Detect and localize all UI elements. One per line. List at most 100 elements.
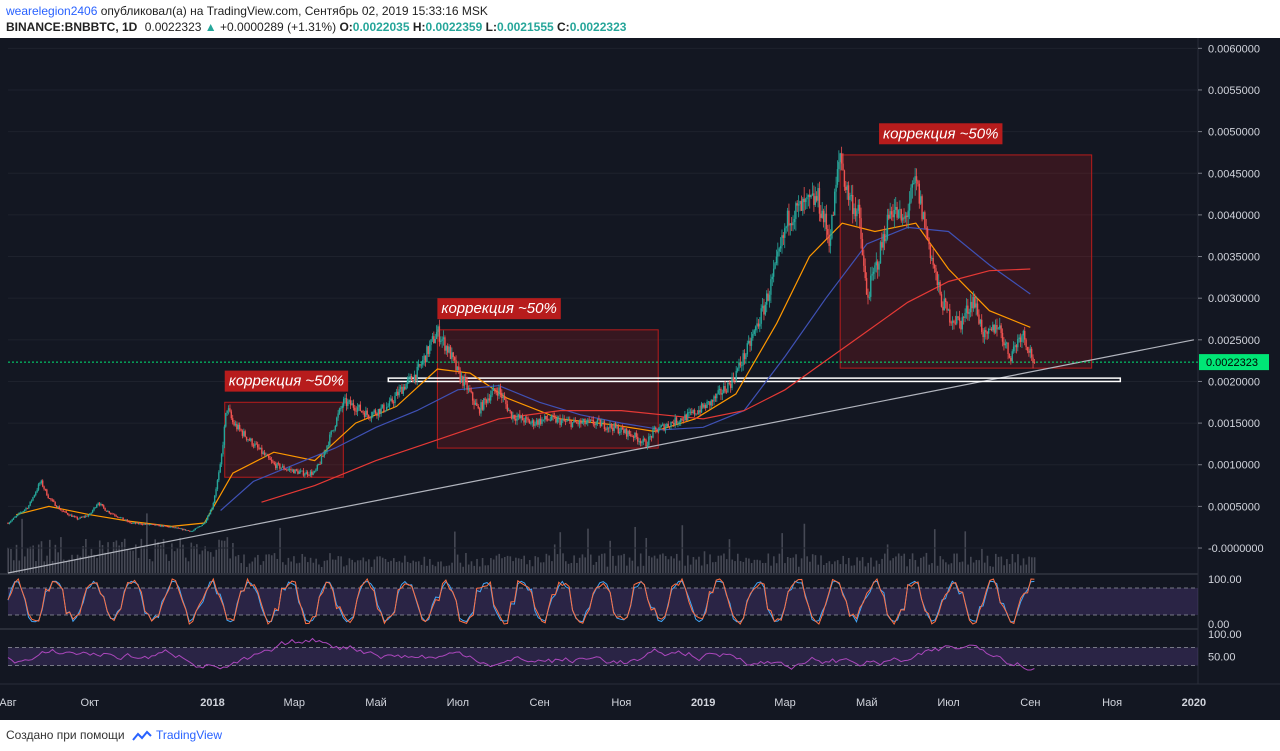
volume-bar <box>578 557 581 573</box>
volume-bar <box>415 561 417 573</box>
volume-bar <box>695 559 697 573</box>
candle-body <box>954 322 957 324</box>
candle-body <box>413 374 416 383</box>
volume-bar <box>662 553 664 573</box>
candle-body <box>775 256 778 264</box>
candle-body <box>981 319 983 332</box>
candle-body <box>40 480 42 483</box>
candle-body <box>340 408 342 409</box>
volume-bar <box>526 564 528 573</box>
volume-bar <box>290 561 292 573</box>
volume-bar <box>68 559 71 573</box>
volume-bar <box>96 557 98 573</box>
candle-body <box>137 522 140 524</box>
volume-bar <box>1022 558 1025 573</box>
volume-bar <box>884 553 886 573</box>
candle-body <box>136 522 138 524</box>
candle-body <box>858 204 861 219</box>
candle-body <box>940 294 943 307</box>
candle-body <box>91 510 94 513</box>
candle-body <box>158 524 160 527</box>
volume-bar <box>456 554 459 573</box>
volume-bar <box>209 552 212 573</box>
candle-body <box>546 419 549 421</box>
candle-body <box>972 297 975 309</box>
candle-body <box>680 418 682 423</box>
candle-body <box>570 420 572 428</box>
candle-body <box>108 511 110 514</box>
candle-body <box>645 440 647 447</box>
symbol-name[interactable]: BINANCE:BNBBTC, 1D <box>6 20 138 34</box>
candle-body <box>750 338 753 346</box>
rsi-pane: 100.00 50.00 <box>7 629 1242 671</box>
candle-body <box>557 418 560 420</box>
volume-bar <box>567 563 570 573</box>
volume-bar <box>390 560 392 573</box>
candle-body <box>670 422 672 427</box>
volume-bar <box>179 537 181 573</box>
volume-bar <box>448 565 451 573</box>
candle-body <box>469 388 471 392</box>
volume-bar <box>204 546 206 573</box>
volume-bar <box>26 548 29 573</box>
chart-area[interactable]: коррекция ~50% коррекция ~50% коррекция ~5… <box>0 38 1280 720</box>
time-tick-label: 2019 <box>691 697 715 709</box>
candle-body <box>487 398 489 403</box>
time-axis: Авг Окт 2018 Мар Май Июл Сен Ноя 2019 Мар Май Июл Се… <box>0 697 1206 709</box>
volume-bar <box>564 561 567 573</box>
moving-average-line <box>16 222 1031 528</box>
volume-bar <box>820 555 822 573</box>
candle-body <box>354 407 356 411</box>
candle-body <box>922 212 925 220</box>
candle-body <box>921 196 923 220</box>
volume-bar <box>903 553 906 573</box>
volume-bar <box>581 554 584 573</box>
candle-body <box>530 422 532 424</box>
tradingview-brand-link[interactable]: TradingView <box>155 728 223 742</box>
candle-body <box>139 523 141 525</box>
volume-bar <box>673 558 675 573</box>
candle-body <box>989 328 991 330</box>
volume-bar <box>442 566 445 573</box>
candle-body <box>164 525 166 527</box>
volume-bar <box>942 559 944 573</box>
volume-bar <box>10 549 12 573</box>
correction-label: коррекция ~50% <box>883 125 998 142</box>
candle-body <box>1017 338 1019 348</box>
candle-body <box>895 206 897 210</box>
candle-body <box>26 508 29 509</box>
volume-bar <box>101 545 104 573</box>
candle-body <box>362 411 364 413</box>
candle-body <box>408 377 410 380</box>
candle-body <box>648 436 650 446</box>
candle-body <box>294 469 296 474</box>
candle-body <box>863 255 865 266</box>
volume-bar <box>268 554 270 573</box>
candle-body <box>720 388 722 395</box>
volume-bar <box>548 555 550 573</box>
candle-body <box>165 525 167 527</box>
price-chart[interactable]: коррекция ~50% коррекция ~50% коррекция ~5… <box>0 38 1280 720</box>
candle-body <box>738 362 740 369</box>
candle-body <box>843 170 846 187</box>
candle-body <box>886 214 889 239</box>
candle-body <box>793 218 796 223</box>
volume-bar <box>162 538 165 573</box>
candle-body <box>890 211 893 215</box>
volume-bar <box>420 564 423 573</box>
volume-bar <box>459 562 462 573</box>
up-arrow-icon: ▲ <box>204 20 217 34</box>
candle-body <box>481 402 484 410</box>
low-label: L: <box>485 20 497 34</box>
volume-bar <box>784 563 786 573</box>
author-link[interactable]: wearelegion2406 <box>6 4 98 18</box>
high-label: H: <box>412 20 426 34</box>
candle-body <box>918 183 920 204</box>
candle-body <box>263 452 266 456</box>
candle-body <box>591 419 593 421</box>
volume-bar <box>759 560 761 573</box>
candle-body <box>828 234 830 246</box>
candle-body <box>55 505 58 508</box>
volume-bar <box>809 561 811 573</box>
volume-bar <box>994 553 997 573</box>
